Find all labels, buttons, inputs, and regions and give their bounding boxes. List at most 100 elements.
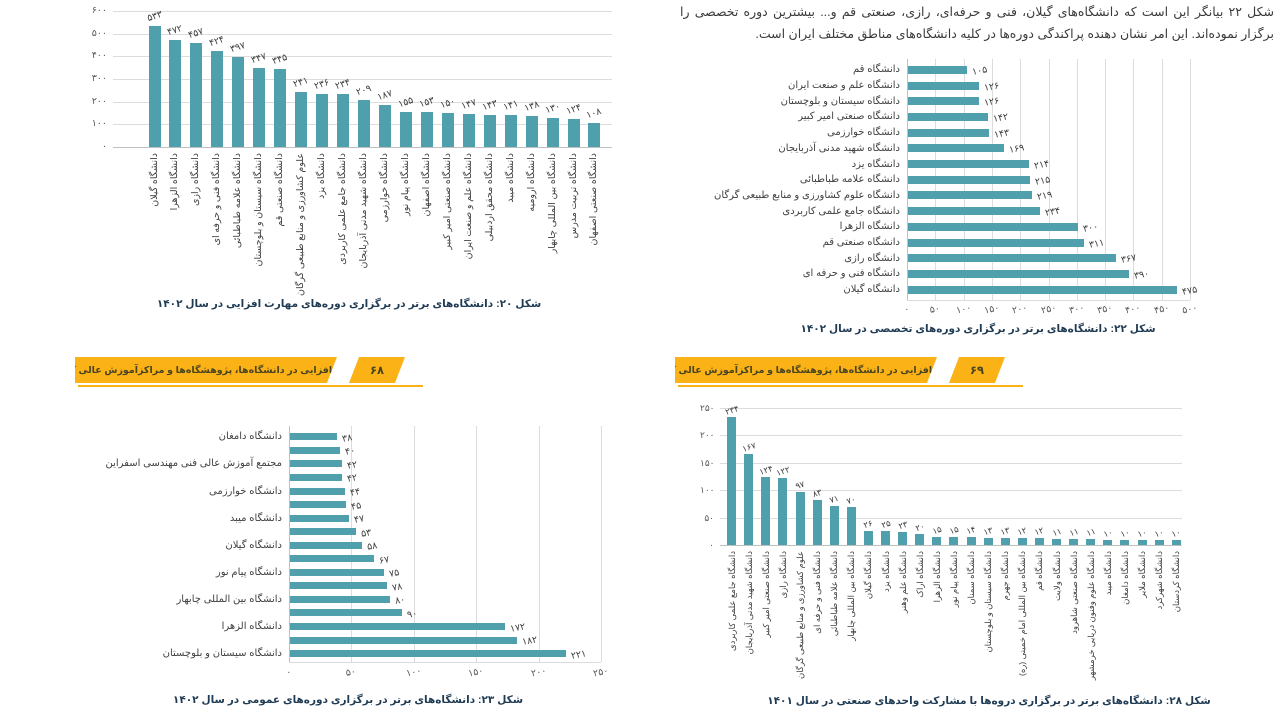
gridline	[538, 426, 540, 663]
gridline	[907, 59, 908, 300]
bar	[1154, 539, 1164, 545]
bar	[420, 112, 433, 147]
category-label: دانشگاه اصفهان	[420, 153, 432, 217]
y-axis-tick-label: ۲۰۰	[700, 430, 715, 441]
bar	[316, 93, 329, 147]
category-label: دانشگاه بین المللی چابهار	[176, 593, 282, 605]
bar	[483, 114, 496, 147]
bar	[908, 160, 1030, 168]
category-label: دانشگاه خوارزمی	[209, 485, 282, 497]
bar	[1103, 539, 1113, 545]
bar	[211, 50, 224, 147]
bar	[169, 40, 182, 147]
bar	[290, 473, 343, 481]
bar	[908, 222, 1078, 231]
category-label: دانشگاه سیستان و بلوچستان	[253, 153, 265, 267]
bar	[966, 537, 976, 545]
bar	[148, 26, 161, 147]
bar	[290, 541, 363, 549]
gridline	[113, 11, 612, 12]
bar	[881, 531, 890, 545]
bar-value-label: ۱۴۲	[992, 111, 1010, 125]
gridline	[113, 147, 612, 148]
category-label: دانشگاه صنعتی امیر کبیر	[760, 551, 771, 638]
figure-28-plot-area: ۰ ۵۰ ۱۰۰ ۱۵۰ ۲۰۰ ۲۵۰ ۲۳۴ دانشگاه جامع علمی کارب…	[700, 390, 1278, 716]
category-label: دانشگاه محقق اردبیلی	[483, 153, 495, 242]
category-label: دانشگاه یزد	[316, 153, 328, 199]
bar	[441, 113, 454, 147]
bar	[1171, 539, 1181, 545]
bar	[829, 506, 839, 545]
x-axis-tick-label: ۲۵۰	[592, 665, 610, 680]
bar	[290, 460, 343, 468]
category-label: دانشگاه یزد	[851, 158, 900, 170]
y-axis-tick-label: ۴۰۰	[91, 50, 107, 62]
category-label: دانشگاه علم وهنر	[897, 551, 908, 613]
figure-23-caption: شکل ۲۳: دانشگاه‌های برتر در برگزاری دوره…	[172, 694, 524, 706]
category-label: دانشگاه دامغان	[1119, 551, 1130, 605]
bar	[908, 238, 1084, 247]
category-label: دانشگاه اراک	[914, 551, 925, 598]
gridline	[720, 408, 1182, 409]
category-label: دانشگاه علامه طباطبائی	[829, 551, 840, 637]
category-label: دانشگاه الزهرا	[931, 551, 942, 603]
category-label: دانشگاه سیستان و بلوچستان	[162, 648, 282, 660]
category-label: دانشگاه علم و صنعت ایران	[462, 153, 474, 260]
category-label: دانشگاه الزهرا	[839, 221, 900, 233]
bar	[290, 514, 349, 522]
bar	[1052, 539, 1061, 545]
gridline	[1105, 59, 1107, 300]
category-label: دانشگاه سمنان	[966, 551, 976, 605]
gridline	[1161, 59, 1163, 300]
bar	[290, 555, 374, 563]
y-axis-tick-label: ۶۰۰	[91, 5, 107, 16]
category-label: دانشگاه علوم کشاورزی و منابع طبیعی گرگان	[713, 189, 900, 201]
figure-20-caption: شکل ۲۰: دانشگاه‌های برتر در برگزاری دوره…	[156, 298, 542, 310]
category-label: دانشگاه میبد	[1102, 551, 1113, 596]
gridline	[113, 33, 612, 35]
bar	[1120, 539, 1130, 545]
y-axis-tick-label: ۰	[101, 141, 107, 152]
x-axis-tick-label: ۱۰۰	[405, 665, 423, 680]
bar	[504, 115, 517, 147]
bar	[1034, 538, 1044, 545]
bar	[908, 191, 1032, 200]
page-number-badge-left: ۶۸	[349, 357, 405, 383]
bar	[253, 68, 266, 147]
y-axis-tick-label: ۲۵۰	[700, 403, 715, 413]
category-label: دانشگاه سیستان و بلوچستان	[983, 551, 994, 653]
bar	[588, 122, 601, 147]
category-label: دانشگاه شهید مدنی آذربایجان	[743, 551, 754, 655]
bar	[846, 506, 856, 545]
x-axis-tick-label: ۵۰۰	[1181, 302, 1199, 317]
bar	[908, 285, 1177, 294]
category-label: علوم کشاورزی و منابع طبیعی گرگان	[795, 551, 805, 679]
x-axis-tick-label: ۲۰۰	[529, 665, 548, 680]
category-label: دانشگاه گیلان	[843, 284, 900, 296]
category-label: دانشگاه یزد	[880, 551, 891, 593]
intro-paragraph: شکل ۲۲ بیانگر این است که دانشگاه‌های گیل…	[680, 5, 1274, 41]
bar	[525, 115, 538, 147]
bar-value-label: ۳۹۰	[1132, 268, 1150, 282]
page-banner-right: مهارت‌افزایی در دانشگاه‌ها، پژوهشگاه‌ها …	[675, 357, 1023, 389]
axis-baseline	[289, 662, 601, 664]
bar	[908, 81, 980, 90]
gridline	[113, 79, 612, 80]
category-label: دانشگاه صنعتی قم	[274, 153, 286, 227]
category-label: دانشگاه فنی و حرفه ای	[812, 551, 823, 634]
gridline	[1190, 59, 1191, 300]
category-label: دانشگاه سیستان و بلوچستان	[780, 95, 900, 107]
x-axis-tick-label: ۱۵۰	[467, 665, 485, 680]
bar	[908, 269, 1129, 278]
category-label: دانشگاه قم	[853, 64, 900, 76]
bar	[358, 99, 370, 147]
bar	[290, 568, 384, 576]
bar	[1086, 539, 1096, 545]
bar	[908, 207, 1041, 216]
bar	[399, 111, 412, 147]
category-label: دانشگاه میبد	[504, 153, 516, 203]
figure-20-plot-area: ۰ ۱۰۰ ۲۰۰ ۳۰۰ ۴۰۰ ۵۰۰ ۶۰۰ ۵۳۳ دانشگاه گیلان ۴۷۲ دا…	[75, 5, 623, 350]
page-number-badge-right: ۶۹	[949, 357, 1005, 383]
banner-title-bar: مهارت‌افزایی در دانشگاه‌ها، پژوهشگاه‌ها …	[75, 357, 337, 383]
bar	[337, 94, 349, 147]
